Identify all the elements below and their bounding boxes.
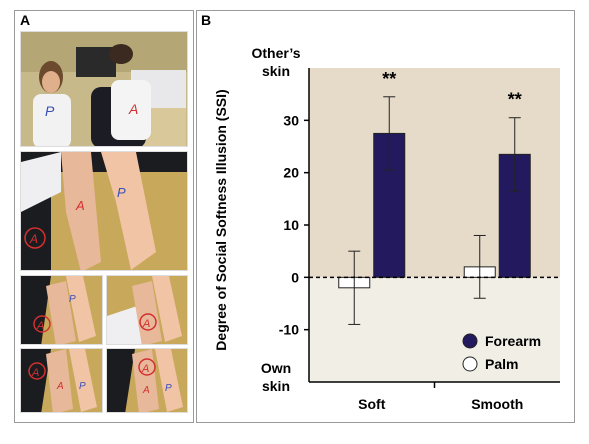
photo-text-a: A xyxy=(128,101,138,117)
legend-marker-palm xyxy=(462,356,478,372)
panel-a-letter: A xyxy=(20,12,31,28)
photo-stroke-1: A P xyxy=(20,275,103,345)
x-category-label: Smooth xyxy=(471,396,523,412)
background-below-zero xyxy=(309,277,560,382)
photo-text-p-s3: P xyxy=(79,381,86,392)
error-bar xyxy=(473,234,486,299)
photo-text-a2-s4: A xyxy=(142,385,150,396)
photo-text-a-arm: A xyxy=(75,198,85,213)
bottom-annotation-line-2: skin xyxy=(262,378,290,394)
photo-text-a-s1: A xyxy=(36,320,44,332)
y-tick-label: 20 xyxy=(283,165,299,181)
top-annotation-line-2: skin xyxy=(262,63,290,79)
bottom-annotation-line-1: Own xyxy=(261,360,291,376)
photo-text-p-arm: P xyxy=(117,185,126,200)
legend-label-palm: Palm xyxy=(485,356,518,372)
photo-text-a-s4: A xyxy=(141,363,149,375)
y-axis-label: Degree of Social Softness Illusion (SSI) xyxy=(213,89,229,350)
photo-arms: A A P xyxy=(20,151,188,271)
y-tick-label: 10 xyxy=(283,217,299,233)
legend: Forearm Palm xyxy=(462,333,541,372)
photo-text-p: P xyxy=(45,103,55,119)
photo-text-a-circled: A xyxy=(29,232,38,246)
y-tick-label: -10 xyxy=(279,322,299,338)
photo-text-a-s2: A xyxy=(142,318,150,330)
photo-lab-scene: P A xyxy=(20,31,188,147)
photo-text-p-s1: P xyxy=(69,294,76,305)
significance-marker: ** xyxy=(508,90,522,110)
error-bar xyxy=(348,250,361,325)
legend-marker-forearm xyxy=(462,333,478,349)
top-annotation-line-1: Other’s xyxy=(251,45,300,61)
y-tick-label: 0 xyxy=(291,269,299,285)
legend-label-forearm: Forearm xyxy=(485,333,541,349)
panel-b-letter: B xyxy=(201,12,212,28)
photo-text-a-s3: A xyxy=(31,367,39,379)
y-tick-label: 30 xyxy=(283,112,299,128)
ssi-bar-chart: ** ** -10 0 10 20 30 Soft Smooth Degree of Soc… xyxy=(213,45,560,412)
x-category-label: Soft xyxy=(358,396,386,412)
photo-stroke-4: A A P xyxy=(106,348,188,413)
photo-text-a2-s3: A xyxy=(56,381,64,392)
error-bar xyxy=(383,96,396,171)
error-bar xyxy=(508,117,521,192)
significance-marker: ** xyxy=(382,69,396,89)
photo-stroke-2: A xyxy=(106,275,188,345)
photo-text-p-s4: P xyxy=(165,383,172,394)
photo-stroke-3: A A P xyxy=(20,348,103,413)
